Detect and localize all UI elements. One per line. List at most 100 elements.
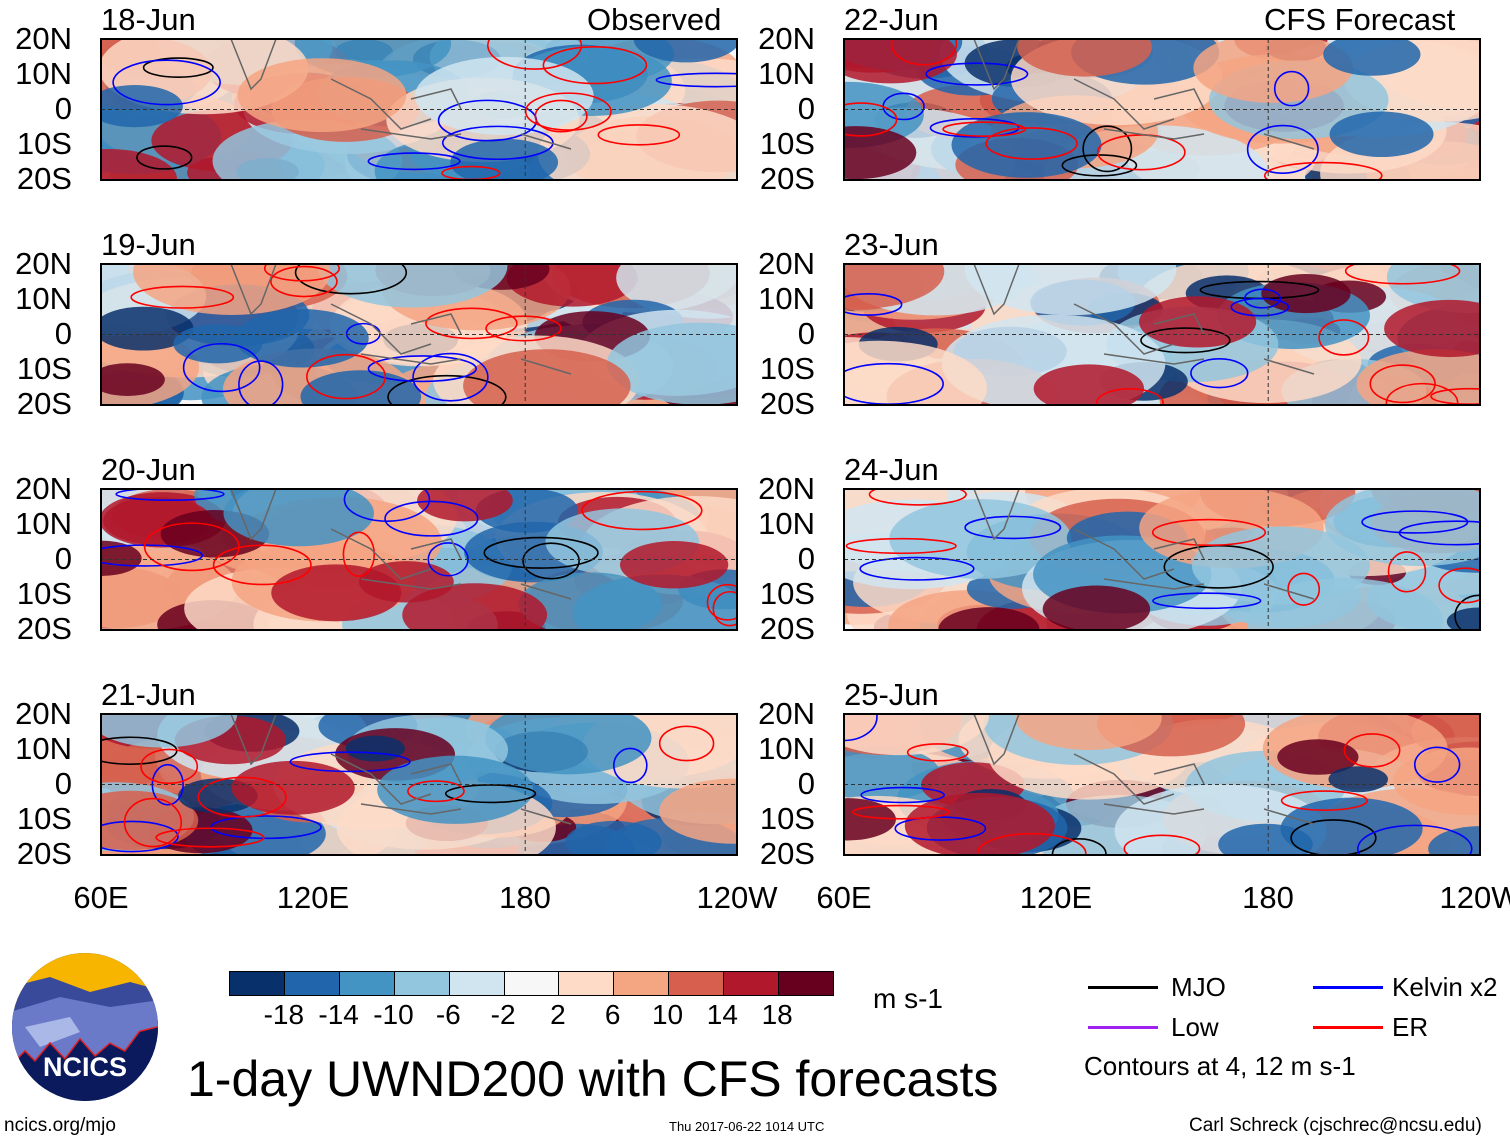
lat-label-10N: 10N: [758, 731, 815, 766]
wind-anomaly-blob: [231, 760, 355, 815]
map-panel: [100, 713, 738, 856]
contour-line: [852, 804, 950, 820]
contour-line: [522, 542, 580, 580]
panel-date: 21-Jun: [101, 677, 196, 712]
lat-label-10N: 10N: [758, 56, 815, 91]
contour-line: [142, 57, 214, 79]
lat-label-20S: 20S: [16, 386, 72, 421]
contour-line: [1061, 154, 1138, 177]
wind-anomaly-blob: [1015, 714, 1162, 750]
coastline: [230, 489, 572, 600]
lat-label-10N: 10N: [758, 506, 815, 541]
contour-line: [367, 152, 461, 171]
legend-low-line: [1088, 1026, 1158, 1029]
lat-label-20S: 20S: [759, 386, 815, 421]
contour-line: [1369, 364, 1436, 404]
ncics-logo: NCICS: [12, 953, 158, 1101]
footer-author: Carl Schreck (cjschrec@ncsu.edu): [1189, 1115, 1482, 1136]
contour-line: [182, 342, 261, 393]
wind-anomaly-blob: [133, 264, 331, 315]
contour-line: [1387, 551, 1427, 593]
wind-anomaly-blob: [237, 58, 407, 133]
lat-label-20N: 20N: [758, 471, 815, 506]
colorbar-tick: 18: [761, 999, 793, 1030]
wind-anomaly-blob: [619, 541, 729, 589]
contour-line: [655, 72, 737, 88]
panel-date: 25-Jun: [844, 677, 939, 712]
contour-line: [1343, 733, 1401, 768]
legend-low: Low: [1171, 1012, 1219, 1042]
map-panel: [100, 488, 738, 631]
colorbar-tick: -2: [490, 999, 516, 1030]
contour-line: [1096, 388, 1164, 405]
coastline: [973, 39, 1315, 150]
colorbar-swatch: [284, 972, 340, 995]
wind-anomaly-blob: [1428, 826, 1480, 855]
lat-label-20N: 20N: [758, 696, 815, 731]
contour-line: [612, 747, 648, 784]
contour-line: [407, 780, 465, 803]
wind-anomaly-blob: [1277, 739, 1359, 775]
map-panel: [100, 38, 738, 181]
contour-line: [143, 522, 240, 572]
colorbar-swatch: [230, 972, 285, 995]
wind-anomaly-blob: [1384, 299, 1480, 358]
contour-line: [485, 315, 562, 342]
colorbar-swatch: [614, 972, 670, 995]
contour-line: [976, 832, 1087, 855]
colorbar-tick: -10: [373, 999, 414, 1030]
wind-anomaly-blob: [607, 322, 737, 405]
contour-line: [906, 743, 969, 762]
lat-label-0: 0: [54, 766, 72, 801]
lat-label-10S: 10S: [16, 801, 72, 836]
lat-label-0: 0: [797, 541, 815, 576]
colorbar-tick: -18: [263, 999, 305, 1030]
contour-line: [112, 59, 221, 106]
coastline: [973, 489, 1315, 600]
contour-line: [487, 39, 583, 70]
lat-label-20S: 20S: [16, 161, 72, 196]
lat-label-10N: 10N: [15, 506, 72, 541]
contour-line: [1318, 319, 1370, 356]
wind-anomaly-blob: [485, 714, 652, 775]
colorbar-swatch: [559, 972, 615, 995]
wind-anomaly-blob: [358, 561, 454, 603]
coastline: [973, 264, 1315, 375]
lat-label-10N: 10N: [758, 281, 815, 316]
lat-label-20N: 20N: [15, 21, 72, 56]
wind-anomaly-blob: [223, 489, 375, 547]
panel-frame: [843, 38, 1481, 181]
wind-anomaly-blob: [1261, 274, 1351, 314]
wind-anomaly-blob: [1042, 585, 1151, 630]
coastline: [230, 714, 572, 825]
colorbar: [229, 971, 834, 996]
colorbar-swatch: [394, 972, 450, 995]
lon-label-180: 180: [499, 880, 551, 915]
wind-anomaly-blob: [844, 39, 958, 84]
contour-line: [542, 46, 648, 85]
contour-line: [1230, 297, 1290, 317]
contour-line: [136, 145, 193, 170]
contour-line: [706, 583, 737, 621]
contour-line: [1287, 572, 1321, 606]
map-panel: [100, 263, 738, 406]
colorbar-swatch: [724, 972, 780, 995]
contour-line: [1140, 327, 1231, 354]
panel-frame: [843, 263, 1481, 406]
footer-url[interactable]: ncics.org/mjo: [4, 1115, 116, 1136]
contour-line: [1151, 518, 1267, 547]
legend-mjo: MJO: [1171, 972, 1226, 1002]
wind-anomaly-blob: [417, 489, 513, 522]
contour-line: [306, 353, 387, 400]
colorbar-tick: -14: [318, 999, 359, 1030]
lat-label-0: 0: [797, 316, 815, 351]
contour-line: [925, 62, 1029, 86]
contour-line: [367, 355, 478, 383]
contour-line: [890, 39, 958, 66]
wind-anomaly-blob: [235, 309, 369, 368]
contour-line: [985, 127, 1078, 160]
wind-anomaly-blob: [1193, 39, 1353, 103]
wind-anomaly-blob: [659, 778, 737, 844]
contour-line: [894, 816, 987, 841]
lat-label-10S: 10S: [759, 126, 815, 161]
